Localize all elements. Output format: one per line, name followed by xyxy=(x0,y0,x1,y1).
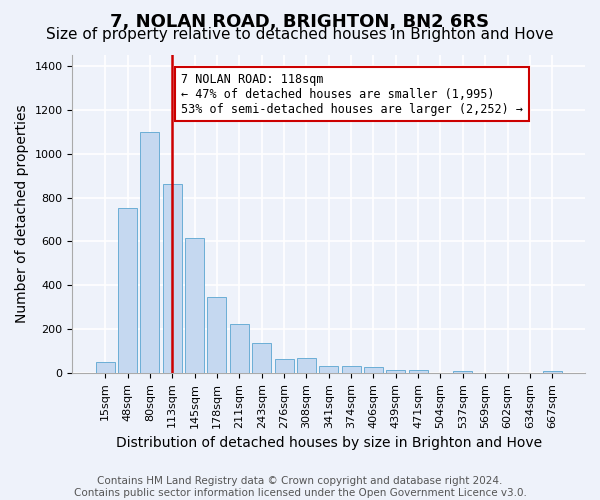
Text: 7, NOLAN ROAD, BRIGHTON, BN2 6RS: 7, NOLAN ROAD, BRIGHTON, BN2 6RS xyxy=(110,12,490,30)
Bar xyxy=(364,368,383,373)
Bar xyxy=(96,362,115,373)
Bar xyxy=(140,132,160,373)
Bar xyxy=(341,366,361,373)
Bar xyxy=(386,370,405,373)
Bar xyxy=(230,324,249,373)
Text: 7 NOLAN ROAD: 118sqm
← 47% of detached houses are smaller (1,995)
53% of semi-de: 7 NOLAN ROAD: 118sqm ← 47% of detached h… xyxy=(181,72,523,116)
Bar xyxy=(252,344,271,373)
Bar xyxy=(275,358,293,373)
Y-axis label: Number of detached properties: Number of detached properties xyxy=(15,104,29,324)
Bar xyxy=(319,366,338,373)
Text: Size of property relative to detached houses in Brighton and Hove: Size of property relative to detached ho… xyxy=(46,28,554,42)
Bar xyxy=(409,370,428,373)
Bar xyxy=(118,208,137,373)
Text: Contains HM Land Registry data © Crown copyright and database right 2024.
Contai: Contains HM Land Registry data © Crown c… xyxy=(74,476,526,498)
Bar xyxy=(297,358,316,373)
Bar xyxy=(163,184,182,373)
Bar xyxy=(208,298,226,373)
X-axis label: Distribution of detached houses by size in Brighton and Hove: Distribution of detached houses by size … xyxy=(116,436,542,450)
Bar xyxy=(454,371,472,373)
Bar xyxy=(543,371,562,373)
Bar xyxy=(185,238,204,373)
